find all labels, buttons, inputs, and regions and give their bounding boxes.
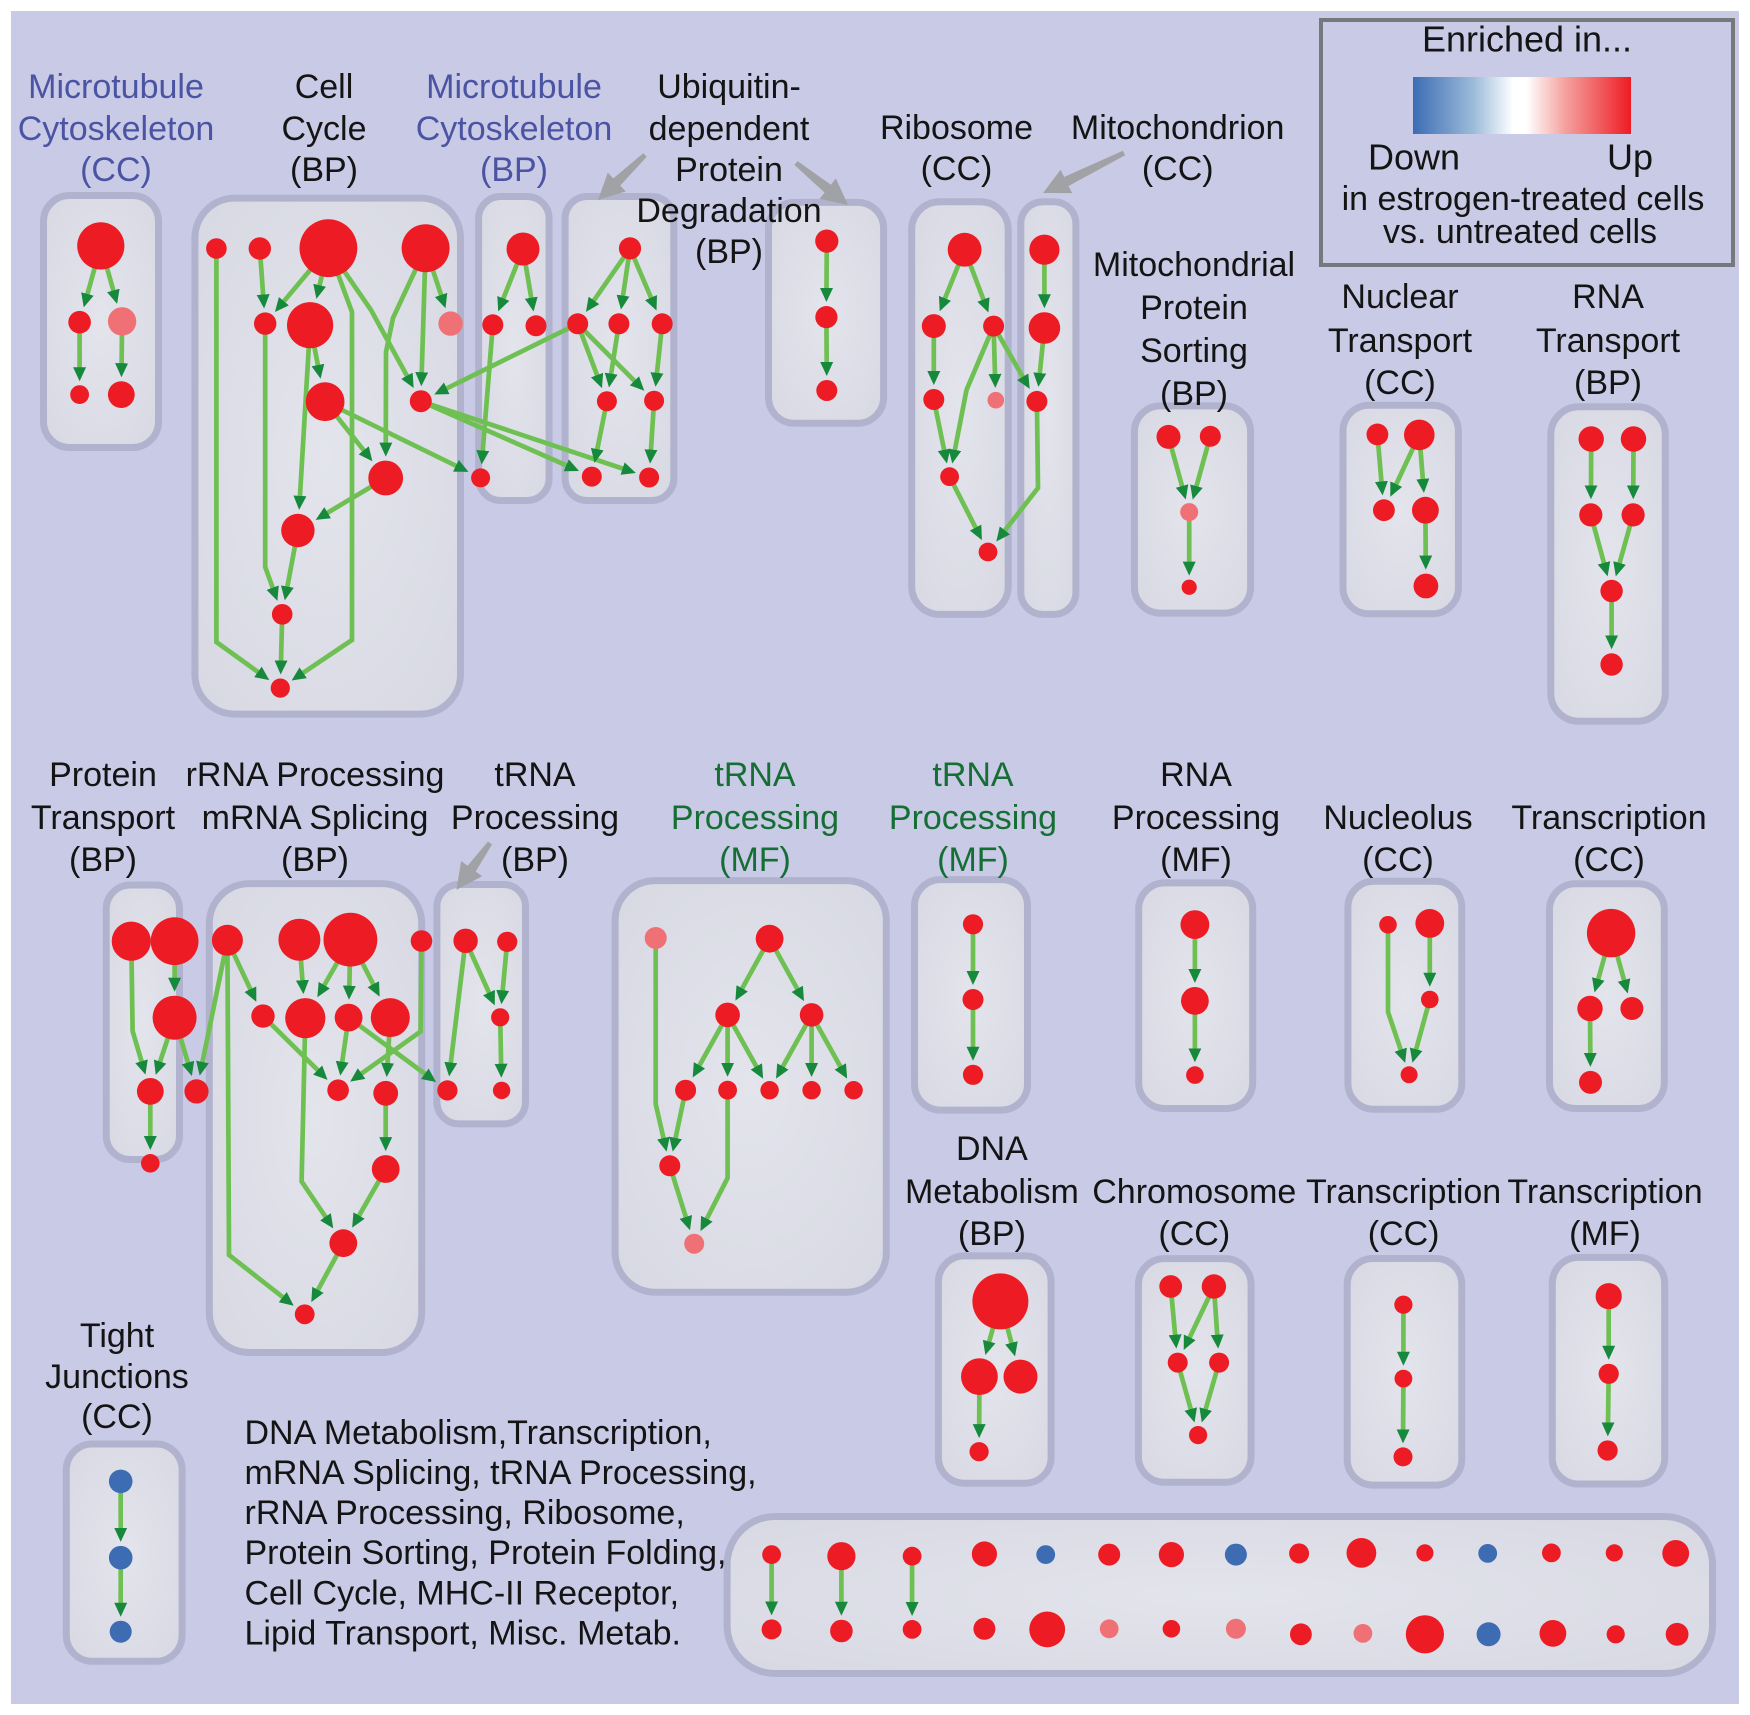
svg-text:(BP): (BP) <box>501 841 569 879</box>
svg-text:tRNA: tRNA <box>494 756 576 794</box>
svg-text:Microtubule: Microtubule <box>28 68 204 106</box>
svg-text:tRNA: tRNA <box>932 756 1014 794</box>
svg-text:(BP): (BP) <box>958 1215 1026 1253</box>
svg-text:Down: Down <box>1368 137 1460 178</box>
svg-text:(BP): (BP) <box>480 151 548 189</box>
svg-text:Degradation: Degradation <box>636 192 821 230</box>
svg-text:Cytoskeleton: Cytoskeleton <box>18 110 215 148</box>
svg-text:Processing: Processing <box>451 799 619 837</box>
svg-text:Protein Sorting, Protein Foldi: Protein Sorting, Protein Folding, <box>245 1534 727 1572</box>
svg-text:Junctions: Junctions <box>45 1358 189 1396</box>
svg-text:mRNA Splicing: mRNA Splicing <box>202 799 429 837</box>
svg-text:Up: Up <box>1607 137 1653 178</box>
svg-text:Mitochondrion: Mitochondrion <box>1071 109 1285 147</box>
svg-text:(MF): (MF) <box>1160 841 1232 879</box>
svg-text:Protein: Protein <box>49 756 157 794</box>
svg-text:Cell: Cell <box>295 68 354 106</box>
svg-text:(CC): (CC) <box>1158 1215 1230 1253</box>
svg-text:(CC): (CC) <box>1573 841 1645 879</box>
svg-text:in estrogen-treated cells: in estrogen-treated cells <box>1342 180 1705 218</box>
svg-text:Transport: Transport <box>31 799 176 837</box>
svg-text:Enriched in...: Enriched in... <box>1422 19 1632 60</box>
svg-text:Microtubule: Microtubule <box>426 68 602 106</box>
svg-text:(BP): (BP) <box>69 841 137 879</box>
svg-text:RNA: RNA <box>1160 756 1232 794</box>
svg-text:(CC): (CC) <box>80 151 152 189</box>
svg-text:Cycle: Cycle <box>281 110 366 148</box>
svg-text:(MF): (MF) <box>1569 1215 1641 1253</box>
svg-text:Processing: Processing <box>671 799 839 837</box>
svg-text:RNA: RNA <box>1572 278 1644 316</box>
svg-text:rRNA Processing: rRNA Processing <box>186 756 445 794</box>
svg-text:Sorting: Sorting <box>1140 332 1248 370</box>
svg-text:dependent: dependent <box>649 110 810 148</box>
svg-text:Metabolism: Metabolism <box>905 1173 1079 1211</box>
svg-text:Cell Cycle, MHC-II Receptor,: Cell Cycle, MHC-II Receptor, <box>245 1574 680 1612</box>
svg-text:Protein: Protein <box>675 151 783 189</box>
svg-text:Transport: Transport <box>1328 322 1473 360</box>
svg-text:(MF): (MF) <box>719 841 791 879</box>
svg-text:Chromosome: Chromosome <box>1092 1173 1296 1211</box>
svg-text:Lipid Transport, Misc. Metab.: Lipid Transport, Misc. Metab. <box>245 1614 682 1652</box>
svg-text:Cytoskeleton: Cytoskeleton <box>416 110 613 148</box>
svg-text:Mitochondrial: Mitochondrial <box>1093 246 1295 284</box>
svg-text:(CC): (CC) <box>1368 1215 1440 1253</box>
svg-text:(MF): (MF) <box>937 841 1009 879</box>
svg-text:Processing: Processing <box>889 799 1057 837</box>
svg-text:Tight: Tight <box>80 1317 155 1355</box>
svg-text:mRNA Splicing, tRNA Processing: mRNA Splicing, tRNA Processing, <box>245 1454 757 1492</box>
svg-text:(BP): (BP) <box>1160 375 1228 413</box>
svg-text:Ubiquitin-: Ubiquitin- <box>657 68 801 106</box>
svg-text:tRNA: tRNA <box>714 756 796 794</box>
svg-text:(CC): (CC) <box>1362 841 1434 879</box>
svg-text:DNA Metabolism,Transcription,: DNA Metabolism,Transcription, <box>245 1414 712 1452</box>
svg-text:Nucleolus: Nucleolus <box>1323 799 1472 837</box>
svg-text:Transcription: Transcription <box>1306 1173 1501 1211</box>
svg-text:(BP): (BP) <box>290 151 358 189</box>
svg-text:(CC): (CC) <box>1364 364 1436 402</box>
svg-text:(BP): (BP) <box>281 841 349 879</box>
svg-text:(BP): (BP) <box>1574 364 1642 402</box>
svg-text:Nuclear: Nuclear <box>1341 278 1458 316</box>
svg-text:Protein: Protein <box>1140 289 1248 327</box>
svg-text:Transcription: Transcription <box>1511 799 1706 837</box>
svg-text:(CC): (CC) <box>921 150 993 188</box>
svg-text:(CC): (CC) <box>81 1398 153 1436</box>
svg-text:Ribosome: Ribosome <box>880 109 1033 147</box>
svg-text:vs. untreated cells: vs. untreated cells <box>1383 213 1657 251</box>
svg-text:(CC): (CC) <box>1142 150 1214 188</box>
svg-text:Transcription: Transcription <box>1507 1173 1702 1211</box>
svg-text:Transport: Transport <box>1536 322 1681 360</box>
svg-text:DNA: DNA <box>956 1130 1028 1168</box>
svg-text:rRNA Processing, Ribosome,: rRNA Processing, Ribosome, <box>245 1494 685 1532</box>
svg-text:(BP): (BP) <box>695 233 763 271</box>
svg-text:Processing: Processing <box>1112 799 1280 837</box>
